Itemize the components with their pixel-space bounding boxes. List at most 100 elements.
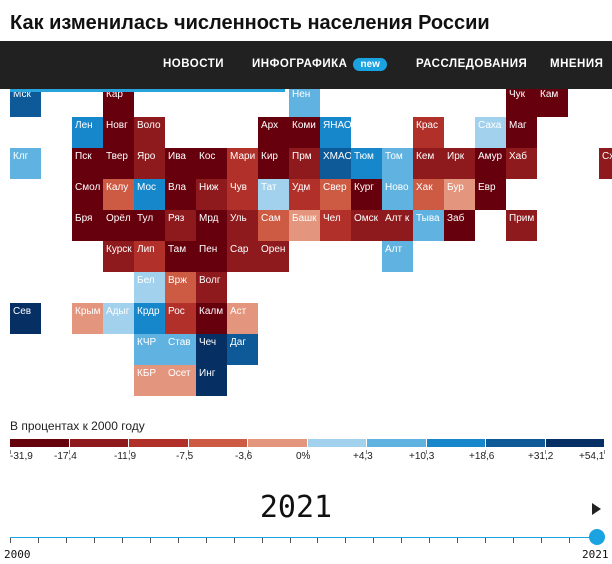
region-tile[interactable]: Рос [165,303,196,334]
region-tile[interactable]: Аст [227,303,258,334]
region-tile[interactable]: Орёл [103,210,134,241]
region-tile[interactable]: Яро [134,148,165,179]
region-tile[interactable]: Схлн [599,148,612,179]
region-tile[interactable]: Башк [289,210,320,241]
region-tile[interactable]: ХМАО [320,148,351,179]
region-tile[interactable]: ЯНАО [320,117,351,148]
legend-label: +4,3 [353,451,373,462]
region-tile[interactable]: Адыг [103,303,134,334]
region-tile[interactable]: Волг [196,272,227,303]
region-tile[interactable]: Вла [165,179,196,210]
region-tile[interactable]: Арх [258,117,289,148]
nav-item-investigations[interactable]: РАССЛЕДОВАНИЯ [416,58,528,70]
nav-item-news[interactable]: НОВОСТИ [163,58,225,70]
region-tile[interactable]: Лен [72,117,103,148]
region-tile[interactable]: Коми [289,117,320,148]
region-tile[interactable]: Орен [258,241,289,272]
region-tile[interactable]: Пен [196,241,227,272]
slider-tick [150,538,151,543]
region-tile[interactable]: Крас [413,117,444,148]
region-tile[interactable]: Кос [196,148,227,179]
legend-swatch [486,439,546,447]
region-tile[interactable]: Чук [506,86,537,117]
slider-tick [234,538,235,543]
region-tile[interactable]: Инг [196,365,227,396]
region-tile[interactable]: Осет [165,365,196,396]
region-tile[interactable]: Ряз [165,210,196,241]
year-slider-track[interactable] [10,537,597,538]
region-tile[interactable]: Свер [320,179,351,210]
region-tile[interactable]: Бря [72,210,103,241]
nav-item-infographics[interactable]: ИНФОГРАФИКА new [252,58,387,71]
region-tile[interactable]: Смол [72,179,103,210]
region-tile[interactable]: Новг [103,117,134,148]
region-tile[interactable]: Амур [475,148,506,179]
slider-tick [569,538,570,543]
nav-item-infographics-label: ИНФОГРАФИКА [252,58,348,70]
region-tile[interactable]: Крдр [134,303,165,334]
color-legend [10,439,604,447]
region-tile[interactable]: Алт [382,241,413,272]
region-tile[interactable]: Маг [506,117,537,148]
region-tile[interactable]: Удм [289,179,320,210]
reading-progress-bar [10,89,285,92]
region-tile[interactable]: Ирк [444,148,475,179]
region-tile[interactable]: Бел [134,272,165,303]
region-tile[interactable]: Воло [134,117,165,148]
region-tile[interactable]: Чеч [196,334,227,365]
region-tile[interactable]: Тул [134,210,165,241]
region-tile[interactable]: Крым [72,303,103,334]
legend-label: 0% [296,451,311,462]
region-tile[interactable]: Заб [444,210,475,241]
region-tile[interactable]: Даг [227,334,258,365]
region-tile[interactable]: КЧР [134,334,165,365]
region-tile[interactable]: Кир [258,148,289,179]
slider-tick [429,538,430,543]
region-tile[interactable]: Прим [506,210,537,241]
region-tile[interactable]: Курск [103,241,134,272]
region-tile[interactable]: Саха [475,117,506,148]
region-tile[interactable]: Клг [10,148,41,179]
nav-item-opinions[interactable]: МНЕНИЯ [550,58,604,70]
region-tile[interactable]: Омск [351,210,382,241]
region-tile[interactable]: Ниж [196,179,227,210]
legend-swatch [367,439,427,447]
play-icon[interactable] [592,503,601,515]
region-tile[interactable]: Мрд [196,210,227,241]
region-tile[interactable]: Врж [165,272,196,303]
region-tile[interactable]: Мари [227,148,258,179]
region-tile[interactable]: Бур [444,179,475,210]
region-tile[interactable]: Евр [475,179,506,210]
region-tile[interactable]: Сам [258,210,289,241]
region-tile[interactable]: Сев [10,303,41,334]
region-tile[interactable]: Мос [134,179,165,210]
region-tile[interactable]: Хаб [506,148,537,179]
region-tile[interactable]: Кем [413,148,444,179]
region-tile[interactable]: Хак [413,179,444,210]
region-tile[interactable]: Ива [165,148,196,179]
region-tile[interactable]: Тыва [413,210,444,241]
region-tile[interactable]: Алт к [382,210,413,241]
region-tile[interactable]: Там [165,241,196,272]
region-tile[interactable]: Ново [382,179,413,210]
region-tile[interactable]: Том [382,148,413,179]
region-tile[interactable]: Тат [258,179,289,210]
region-tile[interactable]: Твер [103,148,134,179]
region-tile[interactable]: Чел [320,210,351,241]
region-tile[interactable]: Став [165,334,196,365]
region-tile[interactable]: Калу [103,179,134,210]
region-tile[interactable]: Нен [289,86,320,117]
year-slider-handle[interactable] [589,529,605,545]
region-tile[interactable]: Пск [72,148,103,179]
region-tile[interactable]: Чув [227,179,258,210]
region-tile[interactable]: Кам [537,86,568,117]
region-tile[interactable]: Тюм [351,148,382,179]
region-tile[interactable]: Уль [227,210,258,241]
region-tile[interactable]: Прм [289,148,320,179]
region-tile[interactable]: Лип [134,241,165,272]
legend-tick [69,450,70,454]
region-tile[interactable]: КБР [134,365,165,396]
region-tile[interactable]: Калм [196,303,227,334]
region-tile[interactable]: Сар [227,241,258,272]
region-tile[interactable]: Кург [351,179,382,210]
